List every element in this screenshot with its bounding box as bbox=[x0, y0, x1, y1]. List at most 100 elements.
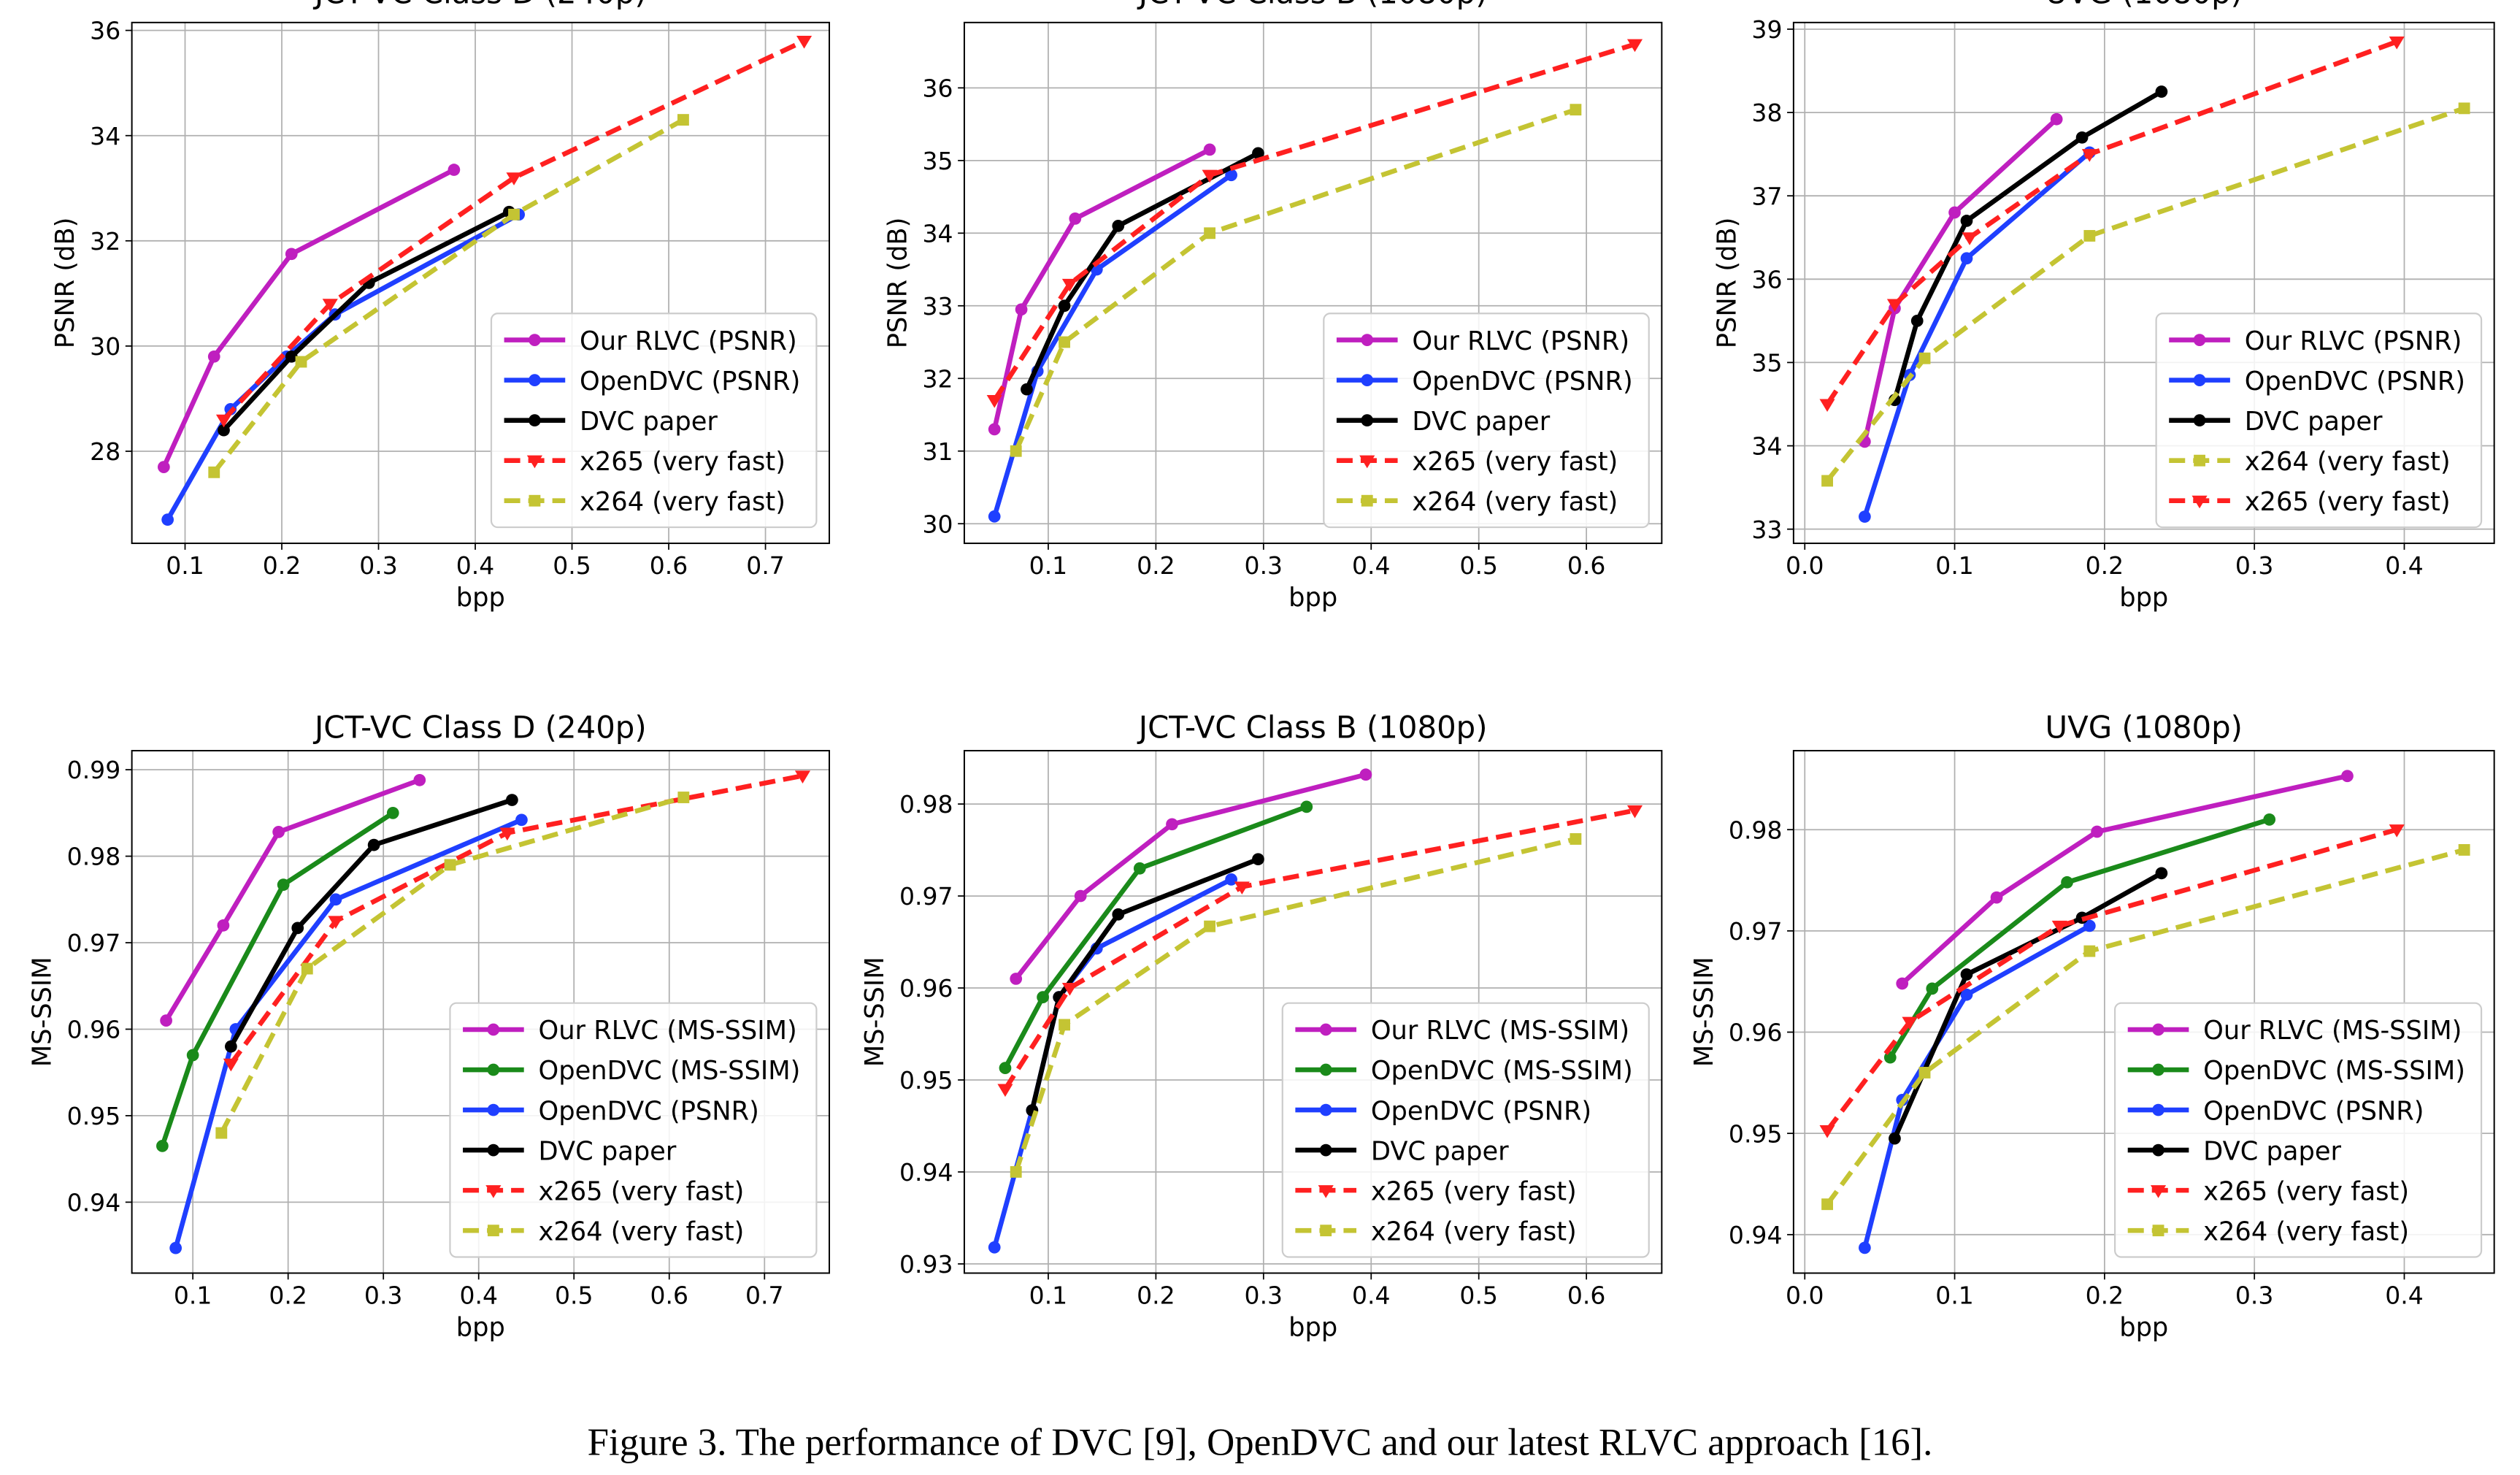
marker bbox=[285, 350, 298, 363]
legend-label: x264 (very fast) bbox=[539, 1217, 745, 1246]
legend-marker bbox=[1320, 1225, 1332, 1237]
legend-box bbox=[2155, 313, 2483, 529]
marker bbox=[677, 114, 689, 126]
marker bbox=[2061, 876, 2073, 889]
marker bbox=[1570, 104, 1582, 116]
legend-marker bbox=[1319, 1143, 1332, 1157]
x-tick-label: 0.4 bbox=[2385, 1281, 2424, 1309]
legend-label: OpenDVC (PSNR) bbox=[539, 1096, 759, 1126]
legend-label: x265 (very fast) bbox=[539, 1176, 745, 1206]
marker bbox=[506, 172, 522, 185]
series-line bbox=[1003, 808, 1636, 1091]
marker bbox=[285, 248, 298, 261]
series-line bbox=[165, 212, 520, 521]
legend-marker bbox=[2152, 1063, 2164, 1076]
x-tick-label: 0.1 bbox=[1029, 551, 1068, 580]
marker bbox=[2051, 920, 2067, 934]
legend-label: x265 (very fast) bbox=[1412, 447, 1618, 477]
y-tick-label: 0.97 bbox=[67, 929, 121, 957]
marker bbox=[2081, 149, 2097, 162]
y-tick-label: 35 bbox=[923, 147, 953, 175]
legend-marker bbox=[487, 1103, 500, 1116]
x-tick-label: 0.6 bbox=[650, 551, 688, 580]
marker bbox=[1204, 920, 1216, 932]
marker bbox=[301, 962, 313, 975]
plot-frame bbox=[131, 750, 831, 1274]
marker bbox=[1918, 1067, 1931, 1079]
marker bbox=[272, 826, 285, 838]
x-tick-label: 0.2 bbox=[1137, 1281, 1175, 1309]
legend-marker bbox=[1361, 414, 1374, 427]
series-line bbox=[1825, 827, 2398, 1133]
marker bbox=[1015, 303, 1028, 316]
legend-marker bbox=[2152, 1023, 2164, 1036]
marker bbox=[1886, 299, 1903, 313]
legend-label: x264 (very fast) bbox=[2203, 1217, 2409, 1246]
legend-marker bbox=[1319, 1023, 1332, 1036]
marker bbox=[295, 356, 307, 368]
marker bbox=[515, 813, 528, 827]
legend-label: OpenDVC (MS-SSIM) bbox=[2203, 1056, 2465, 1086]
series-line bbox=[228, 797, 513, 1048]
x-tick-label: 0.0 bbox=[1786, 1281, 1824, 1309]
x-axis-label: bpp bbox=[456, 583, 505, 613]
series-line bbox=[160, 811, 395, 1147]
marker bbox=[156, 1140, 169, 1152]
series-line bbox=[992, 173, 1233, 518]
marker bbox=[999, 1062, 1012, 1074]
legend-marker bbox=[529, 494, 541, 507]
marker bbox=[1359, 768, 1372, 781]
legend-label: Our RLVC (PSNR) bbox=[1412, 326, 1629, 356]
marker bbox=[2091, 825, 2103, 838]
legend-label: OpenDVC (PSNR) bbox=[1412, 367, 1632, 396]
marker bbox=[2083, 230, 2096, 242]
y-tick-label: 0.95 bbox=[899, 1066, 953, 1095]
legend-marker bbox=[526, 455, 542, 469]
x-axis-label: bpp bbox=[1288, 1312, 1337, 1342]
legend-marker bbox=[1319, 1063, 1332, 1076]
marker bbox=[223, 1058, 239, 1072]
y-tick-label: 30 bbox=[923, 510, 953, 538]
series-line bbox=[1862, 150, 2091, 518]
series-line bbox=[1013, 836, 1577, 1173]
x-tick-label: 0.1 bbox=[1029, 1281, 1068, 1309]
marker bbox=[1225, 873, 1237, 886]
y-tick-label: 36 bbox=[1751, 265, 1782, 294]
marker bbox=[328, 916, 344, 929]
marker bbox=[224, 1040, 237, 1053]
marker bbox=[157, 461, 170, 473]
marker bbox=[329, 893, 342, 906]
marker bbox=[1059, 1019, 1070, 1031]
series-line bbox=[164, 778, 420, 1022]
legend-marker bbox=[487, 1225, 499, 1237]
legend-label: OpenDVC (MS-SSIM) bbox=[539, 1056, 801, 1086]
y-tick-label: 0.96 bbox=[1729, 1019, 1783, 1047]
legend-label: x265 (very fast) bbox=[1371, 1176, 1577, 1206]
series-line bbox=[173, 817, 523, 1249]
marker bbox=[1069, 212, 1082, 225]
subplot: 0.1 0.2 0.3 0.4 0.5 0.6 30 31 32 33 34 35 36 JCT-VC C… bbox=[883, 0, 1663, 613]
x-tick-label: 0.7 bbox=[746, 551, 785, 580]
x-tick-label: 0.6 bbox=[650, 1281, 688, 1309]
marker bbox=[997, 1084, 1013, 1097]
plot-frame bbox=[963, 21, 1663, 545]
legend-label: DVC paper bbox=[580, 407, 718, 437]
legend-label: OpenDVC (PSNR) bbox=[1371, 1096, 1591, 1126]
marker bbox=[1059, 336, 1070, 348]
marker bbox=[2389, 37, 2405, 50]
marker bbox=[2458, 844, 2470, 856]
y-tick-label: 36 bbox=[90, 17, 120, 45]
marker bbox=[447, 164, 461, 176]
marker bbox=[1902, 1016, 1918, 1030]
x-tick-label: 0.5 bbox=[1459, 551, 1498, 580]
legend-label: DVC paper bbox=[2203, 1136, 2341, 1166]
marker bbox=[1859, 1241, 1871, 1254]
legend-label: DVC paper bbox=[1371, 1136, 1509, 1166]
y-axis-label: PSNR (dB) bbox=[1712, 218, 1742, 349]
x-tick-label: 0.6 bbox=[1567, 551, 1606, 580]
marker bbox=[1821, 1198, 1833, 1211]
legend-marker bbox=[487, 1023, 500, 1036]
y-tick-label: 34 bbox=[90, 122, 120, 150]
